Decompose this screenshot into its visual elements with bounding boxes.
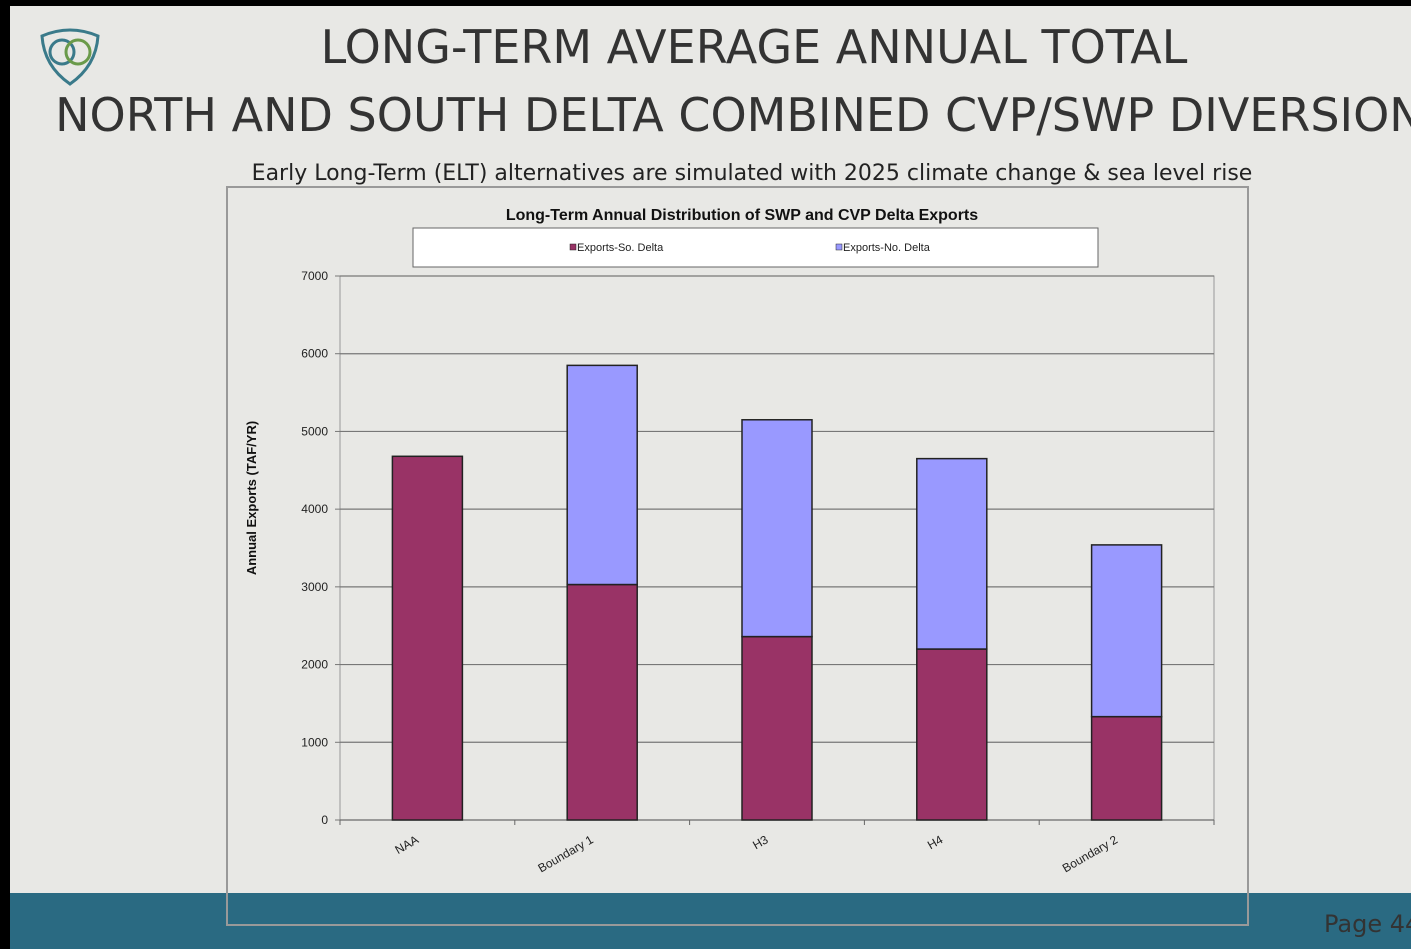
slide-background (10, 6, 1411, 949)
bar-segment (391, 455, 464, 821)
bar-segment (916, 648, 988, 821)
legend-label: Exports-No. Delta (843, 242, 931, 254)
bar-segment (566, 364, 638, 586)
y-tick-label: 7000 (301, 269, 328, 283)
y-tick-label: 2000 (301, 658, 328, 672)
legend (412, 227, 1099, 268)
footer-band (10, 893, 1411, 949)
slide-subtitle: Early Long-Term (ELT) alternatives are s… (252, 161, 1253, 186)
page-number: Page 44 (1324, 910, 1411, 938)
y-tick-label: 3000 (301, 580, 328, 594)
bar-segment (566, 583, 638, 821)
chart-title: Long-Term Annual Distribution of SWP and… (506, 207, 978, 224)
y-tick-label: 5000 (301, 424, 328, 438)
bar-segment (741, 635, 813, 821)
y-tick-label: 6000 (301, 347, 328, 361)
slide-title: NORTH AND SOUTH DELTA COMBINED CVP/SWP D… (55, 88, 1411, 142)
y-tick-label: 0 (321, 813, 328, 827)
bar-segment (916, 457, 988, 650)
legend-swatch (569, 243, 577, 251)
x-tick-label: H4 (925, 832, 946, 852)
logo (40, 28, 100, 86)
y-tick-label: 4000 (301, 502, 328, 516)
x-tick-label: H3 (750, 832, 771, 852)
y-axis-label: Annual Exports (TAF/YR) (244, 421, 259, 575)
legend-label: Exports-So. Delta (577, 242, 664, 254)
bar-segment (1090, 715, 1163, 821)
chart-frame (226, 186, 1249, 926)
y-tick-label: 1000 (301, 735, 328, 749)
legend-swatch (835, 243, 843, 251)
bar-segment (1090, 544, 1163, 718)
slide-title: LONG-TERM AVERAGE ANNUAL TOTAL (321, 20, 1188, 74)
bar-segment (741, 419, 813, 638)
